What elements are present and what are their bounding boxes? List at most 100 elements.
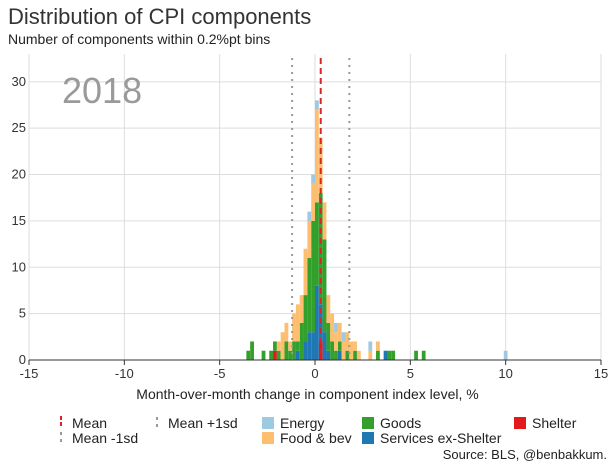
energy-swatch xyxy=(262,417,274,429)
axes: -15 -10 -5 0 5 10 15 0 5 10 15 20 25 30 xyxy=(12,74,609,381)
legend-food-bev-label: Food & bev xyxy=(280,430,352,446)
bar-goods xyxy=(295,341,300,351)
bar-goods xyxy=(376,350,380,360)
bar-energy xyxy=(368,341,373,351)
bar-goods xyxy=(269,350,274,360)
bar-food-bev xyxy=(356,350,361,360)
bar-food-bev xyxy=(288,341,293,351)
bar-goods xyxy=(299,322,304,360)
bar-goods xyxy=(307,258,312,333)
legend-services: Services ex-Shelter xyxy=(362,430,501,446)
histogram-bars xyxy=(246,100,508,360)
sd-dot-symbol xyxy=(154,416,160,430)
legend-goods-label: Goods xyxy=(380,415,422,431)
bar-food-bev xyxy=(295,304,300,342)
bar-food-bev xyxy=(280,332,285,360)
legend-mean-plus-1sd: Mean +1sd xyxy=(154,415,238,431)
bar-food-bev xyxy=(322,202,327,240)
bar-food-bev xyxy=(326,295,331,323)
x-axis-label: Month-over-month change in component ind… xyxy=(136,386,479,402)
bar-food-bev xyxy=(341,341,346,360)
legend-shelter-label: Shelter xyxy=(532,415,577,431)
legend-mean-minus-1sd: Mean -1sd xyxy=(58,430,138,446)
legend-mean-label: Mean xyxy=(72,415,108,431)
legend-services-label: Services ex-Shelter xyxy=(380,430,502,446)
food-bev-swatch xyxy=(262,432,274,444)
bar-energy xyxy=(307,211,312,221)
legend-food-bev: Food & bev xyxy=(262,430,352,446)
bar-services-ex-shelter xyxy=(322,332,327,360)
bar-food-bev xyxy=(299,295,304,323)
bar-goods xyxy=(288,350,293,360)
bar-food-bev xyxy=(337,322,342,342)
bar-food-bev xyxy=(284,322,289,342)
legend-mean: Mean xyxy=(58,415,107,431)
bar-goods xyxy=(334,350,338,360)
bar-services-ex-shelter xyxy=(303,341,308,360)
bar-goods xyxy=(276,350,281,360)
y-tick-label: 20 xyxy=(12,167,26,182)
bar-services-ex-shelter xyxy=(307,332,312,360)
bar-goods xyxy=(337,341,342,351)
x-tick-label: -5 xyxy=(214,366,226,381)
bar-food-bev xyxy=(292,313,296,342)
y-tick-label: 15 xyxy=(12,213,26,228)
bar-services-ex-shelter xyxy=(383,350,388,360)
bar-goods xyxy=(311,220,315,333)
bar-services-ex-shelter xyxy=(337,350,342,360)
bar-goods xyxy=(273,341,277,351)
sd-dot-symbol xyxy=(58,431,64,445)
bar-services-ex-shelter xyxy=(311,332,315,360)
bar-goods xyxy=(326,322,331,351)
bar-goods xyxy=(315,202,319,286)
bar-food-bev xyxy=(334,332,338,351)
services-swatch xyxy=(362,432,374,444)
legend-goods: Goods xyxy=(362,415,421,431)
bar-food-bev xyxy=(318,137,323,194)
legend-mean-minus-1sd-label: Mean -1sd xyxy=(72,430,139,446)
bar-goods xyxy=(345,350,350,360)
bar-services-ex-shelter xyxy=(315,285,319,360)
bar-goods xyxy=(250,341,254,360)
y-tick-label: 25 xyxy=(12,120,26,135)
bar-goods xyxy=(303,295,308,342)
bar-food-bev xyxy=(376,341,380,351)
chart-title: Distribution of CPI components xyxy=(8,4,312,29)
bar-food-bev xyxy=(276,341,281,351)
legend-mean-plus-1sd-label: Mean +1sd xyxy=(168,415,238,431)
x-tick-label: 15 xyxy=(594,366,608,381)
bar-food-bev xyxy=(315,109,319,203)
bar-food-bev xyxy=(353,341,357,351)
bar-food-bev xyxy=(307,220,312,258)
x-tick-label: 10 xyxy=(498,366,512,381)
bar-goods xyxy=(246,350,251,360)
bar-goods xyxy=(391,350,396,360)
y-tick-label: 10 xyxy=(12,259,26,274)
bar-goods xyxy=(330,341,335,360)
chart-subtitle: Number of components within 0.2%pt bins xyxy=(8,31,271,47)
gridlines xyxy=(28,54,602,360)
legend-energy: Energy xyxy=(262,415,324,431)
bar-energy xyxy=(503,350,508,360)
goods-swatch xyxy=(362,417,374,429)
bar-services-ex-shelter xyxy=(326,350,331,360)
bar-goods xyxy=(421,350,426,360)
year-label: 2018 xyxy=(62,70,143,111)
bar-shelter xyxy=(273,350,277,360)
mean-dash-symbol xyxy=(58,416,64,430)
source-note: Source: BLS, @benbakkum. xyxy=(442,447,607,462)
x-tick-label: -15 xyxy=(20,366,39,381)
bar-food-bev xyxy=(368,350,373,360)
x-tick-label: 5 xyxy=(407,366,414,381)
y-tick-label: 0 xyxy=(19,352,26,367)
bar-goods xyxy=(322,239,327,333)
bar-food-bev xyxy=(311,183,315,221)
bar-goods xyxy=(353,350,357,360)
bar-goods xyxy=(292,341,296,360)
legend-shelter: Shelter xyxy=(514,415,576,431)
reference-lines xyxy=(291,58,351,360)
bar-food-bev xyxy=(303,248,308,296)
bar-energy xyxy=(341,332,346,342)
bar-energy xyxy=(334,322,338,333)
